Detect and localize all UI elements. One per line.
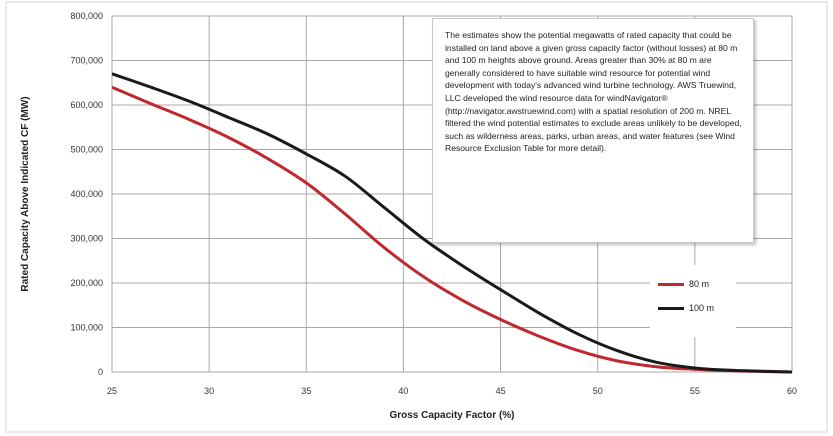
series-line-80m [111,85,793,374]
y-tick-label: 100,000 [70,323,103,333]
y-tick-label: 600,000 [70,100,103,110]
y-tick-label: 300,000 [70,234,103,244]
y-tick-label: 700,000 [70,56,103,66]
legend-item-100m: 100 m [658,301,714,315]
legend-label-80m: 80 m [689,279,710,289]
annotation-box: The estimates show the potential megawat… [432,18,754,243]
x-axis-title: Gross Capacity Factor (%) [389,410,514,421]
x-axis-ticks: 25 30 35 40 45 50 55 60 [107,386,797,396]
series-line-100m [111,72,793,374]
x-tick-label: 25 [107,386,117,396]
y-axis-ticks: 0 100,000 200,000 300,000 400,000 500,000 600,… [70,11,103,377]
y-tick-label: 0 [98,367,103,377]
legend-label-100m: 100 m [689,303,715,313]
x-tick-label: 30 [204,386,214,396]
legend-item-80m: 80 m [658,277,709,291]
x-tick-label: 35 [301,386,311,396]
y-tick-label: 800,000 [70,11,103,21]
annotation-text: The estimates show the potential megawat… [445,30,742,154]
x-tick-label: 55 [690,386,700,396]
series-lines [111,72,793,374]
y-tick-label: 400,000 [70,189,103,199]
y-tick-label: 200,000 [70,278,103,288]
x-tick-label: 45 [496,386,506,396]
legend: 80 m 100 m [650,265,736,337]
legend-swatch-80m [658,282,684,286]
y-tick-label: 500,000 [70,145,103,155]
x-tick-label: 60 [787,386,797,396]
y-axis-title: Rated Capacity Above Indicated CF (MW) [20,96,31,291]
x-tick-label: 50 [593,386,603,396]
legend-swatch-100m [658,306,684,310]
x-tick-label: 40 [398,386,408,396]
